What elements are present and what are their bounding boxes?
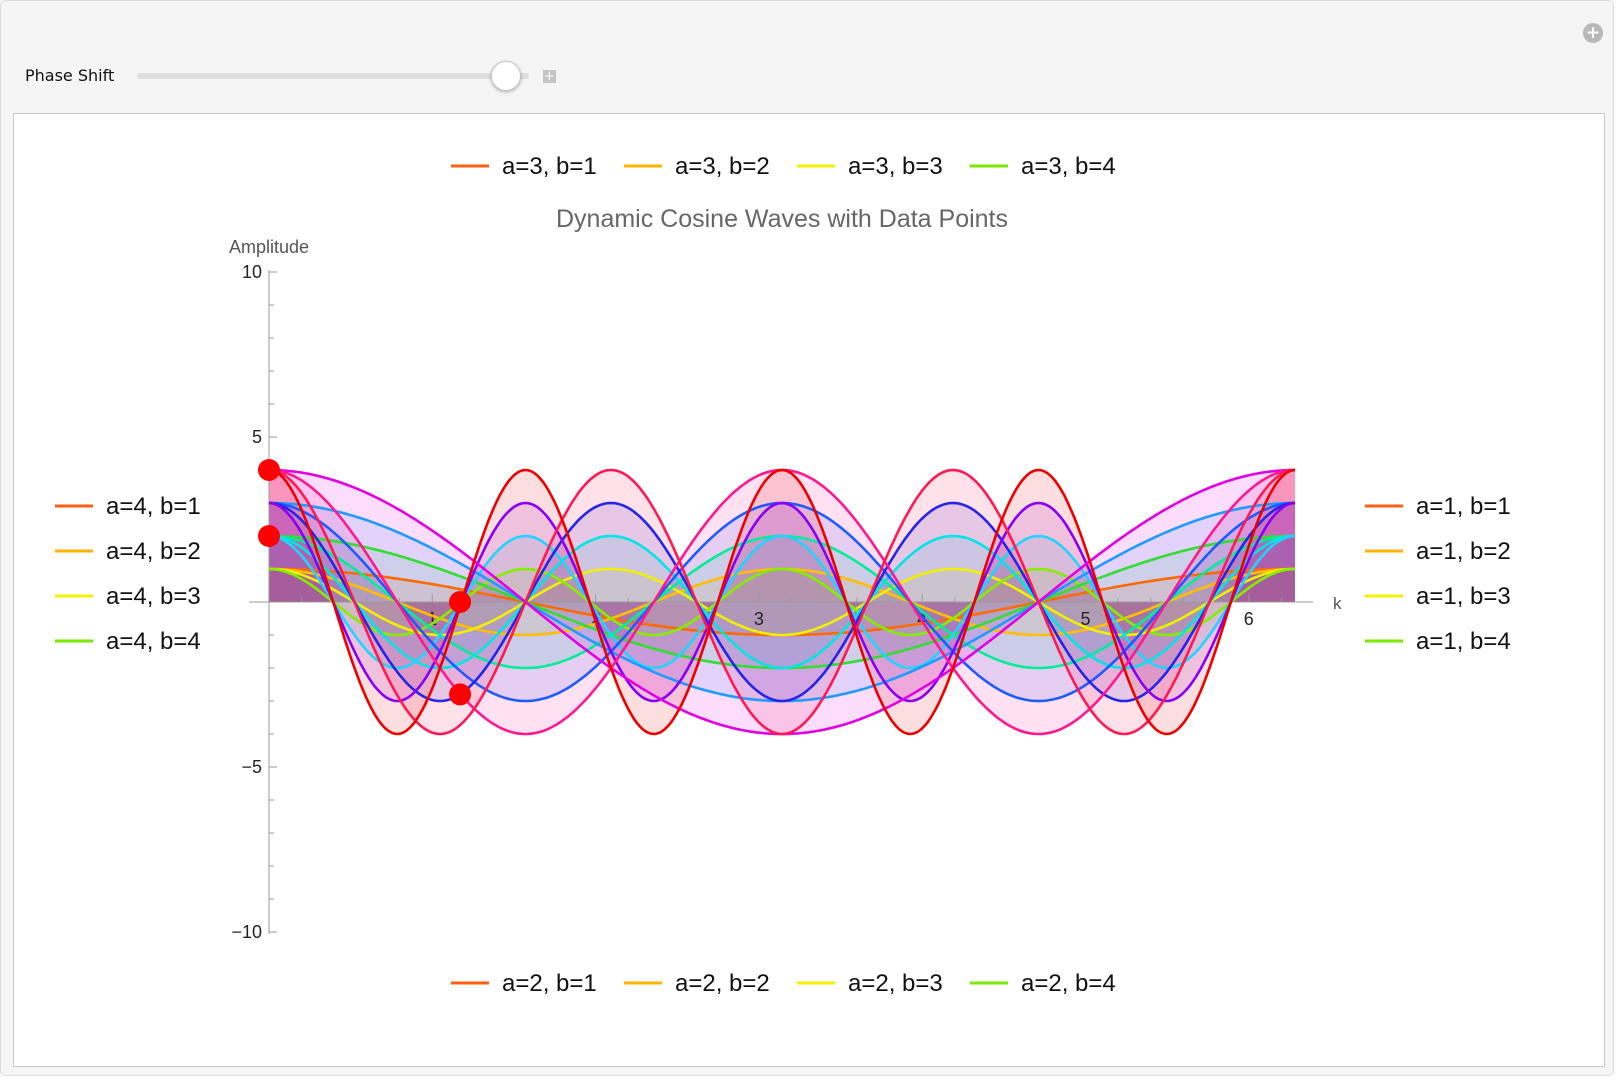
data-point: [258, 459, 280, 481]
legend-top-label: a=3, b=2: [675, 153, 770, 180]
plot-panel: Dynamic Cosine Waves with Data Points Am…: [13, 113, 1605, 1067]
legend-top-label: a=3, b=3: [848, 153, 943, 180]
slider-expand-icon[interactable]: +: [543, 69, 556, 84]
legend-bottom-label: a=2, b=3: [848, 970, 943, 997]
wave-line-11: [268, 501, 1296, 703]
legend-left-label: a=4, b=3: [106, 583, 201, 610]
phase-shift-label: Phase Shift: [25, 66, 115, 85]
x-tick-label: 5: [1080, 609, 1090, 629]
y-tick-label: −5: [241, 757, 262, 777]
phase-shift-control: Phase Shift +: [25, 61, 585, 91]
cosine-wave-chart: Dynamic Cosine Waves with Data Points Am…: [55, 153, 1511, 997]
x-tick-label: 6: [1244, 609, 1254, 629]
y-axis-label: Amplitude: [229, 237, 309, 257]
x-axis-label: k: [1333, 594, 1342, 613]
legend-bottom-label: a=2, b=2: [675, 970, 770, 997]
x-tick-label: 3: [754, 609, 764, 629]
legend-left-label: a=4, b=2: [106, 538, 201, 565]
y-tick-label: 5: [252, 427, 262, 447]
x-tick-label: 1: [427, 609, 437, 629]
wave-line-15: [268, 468, 1296, 736]
wave-line-16: [268, 468, 1296, 736]
legend-right-label: a=1, b=1: [1416, 493, 1511, 520]
data-point: [449, 683, 472, 706]
legend-left-label: a=4, b=1: [106, 493, 201, 520]
legend-left-label: a=4, b=4: [106, 628, 201, 655]
data-point: [258, 525, 280, 547]
legends: a=3, b=1 a=3, b=2 a=3, b=3 a=3, b=4 a=2, b=1…: [55, 153, 1511, 997]
legend-right-label: a=1, b=4: [1416, 628, 1511, 655]
axes: 105−5−101 2 3 4 5 6: [231, 262, 1313, 942]
phase-shift-slider[interactable]: [137, 61, 529, 91]
wave-line-8: [268, 534, 1296, 670]
wave-lines: [268, 468, 1296, 736]
wave-line-4: [268, 567, 1296, 637]
data-point: [449, 591, 472, 613]
chart-title: Dynamic Cosine Waves with Data Points: [556, 205, 1008, 233]
phase-shift-slider-thumb[interactable]: [491, 61, 522, 91]
add-options-icon[interactable]: +: [1583, 23, 1603, 43]
y-tick-label: 10: [242, 262, 262, 282]
legend-right-label: a=1, b=2: [1416, 538, 1511, 565]
legend-bottom-label: a=2, b=4: [1021, 970, 1116, 997]
wave-line-12: [268, 501, 1296, 703]
legend-right-label: a=1, b=3: [1416, 583, 1511, 610]
data-points: [258, 459, 472, 706]
legend-top-label: a=3, b=4: [1021, 153, 1116, 180]
legend-top-label: a=3, b=1: [502, 153, 597, 180]
legend-bottom-label: a=2, b=1: [502, 970, 597, 997]
y-tick-label: −10: [231, 922, 262, 942]
